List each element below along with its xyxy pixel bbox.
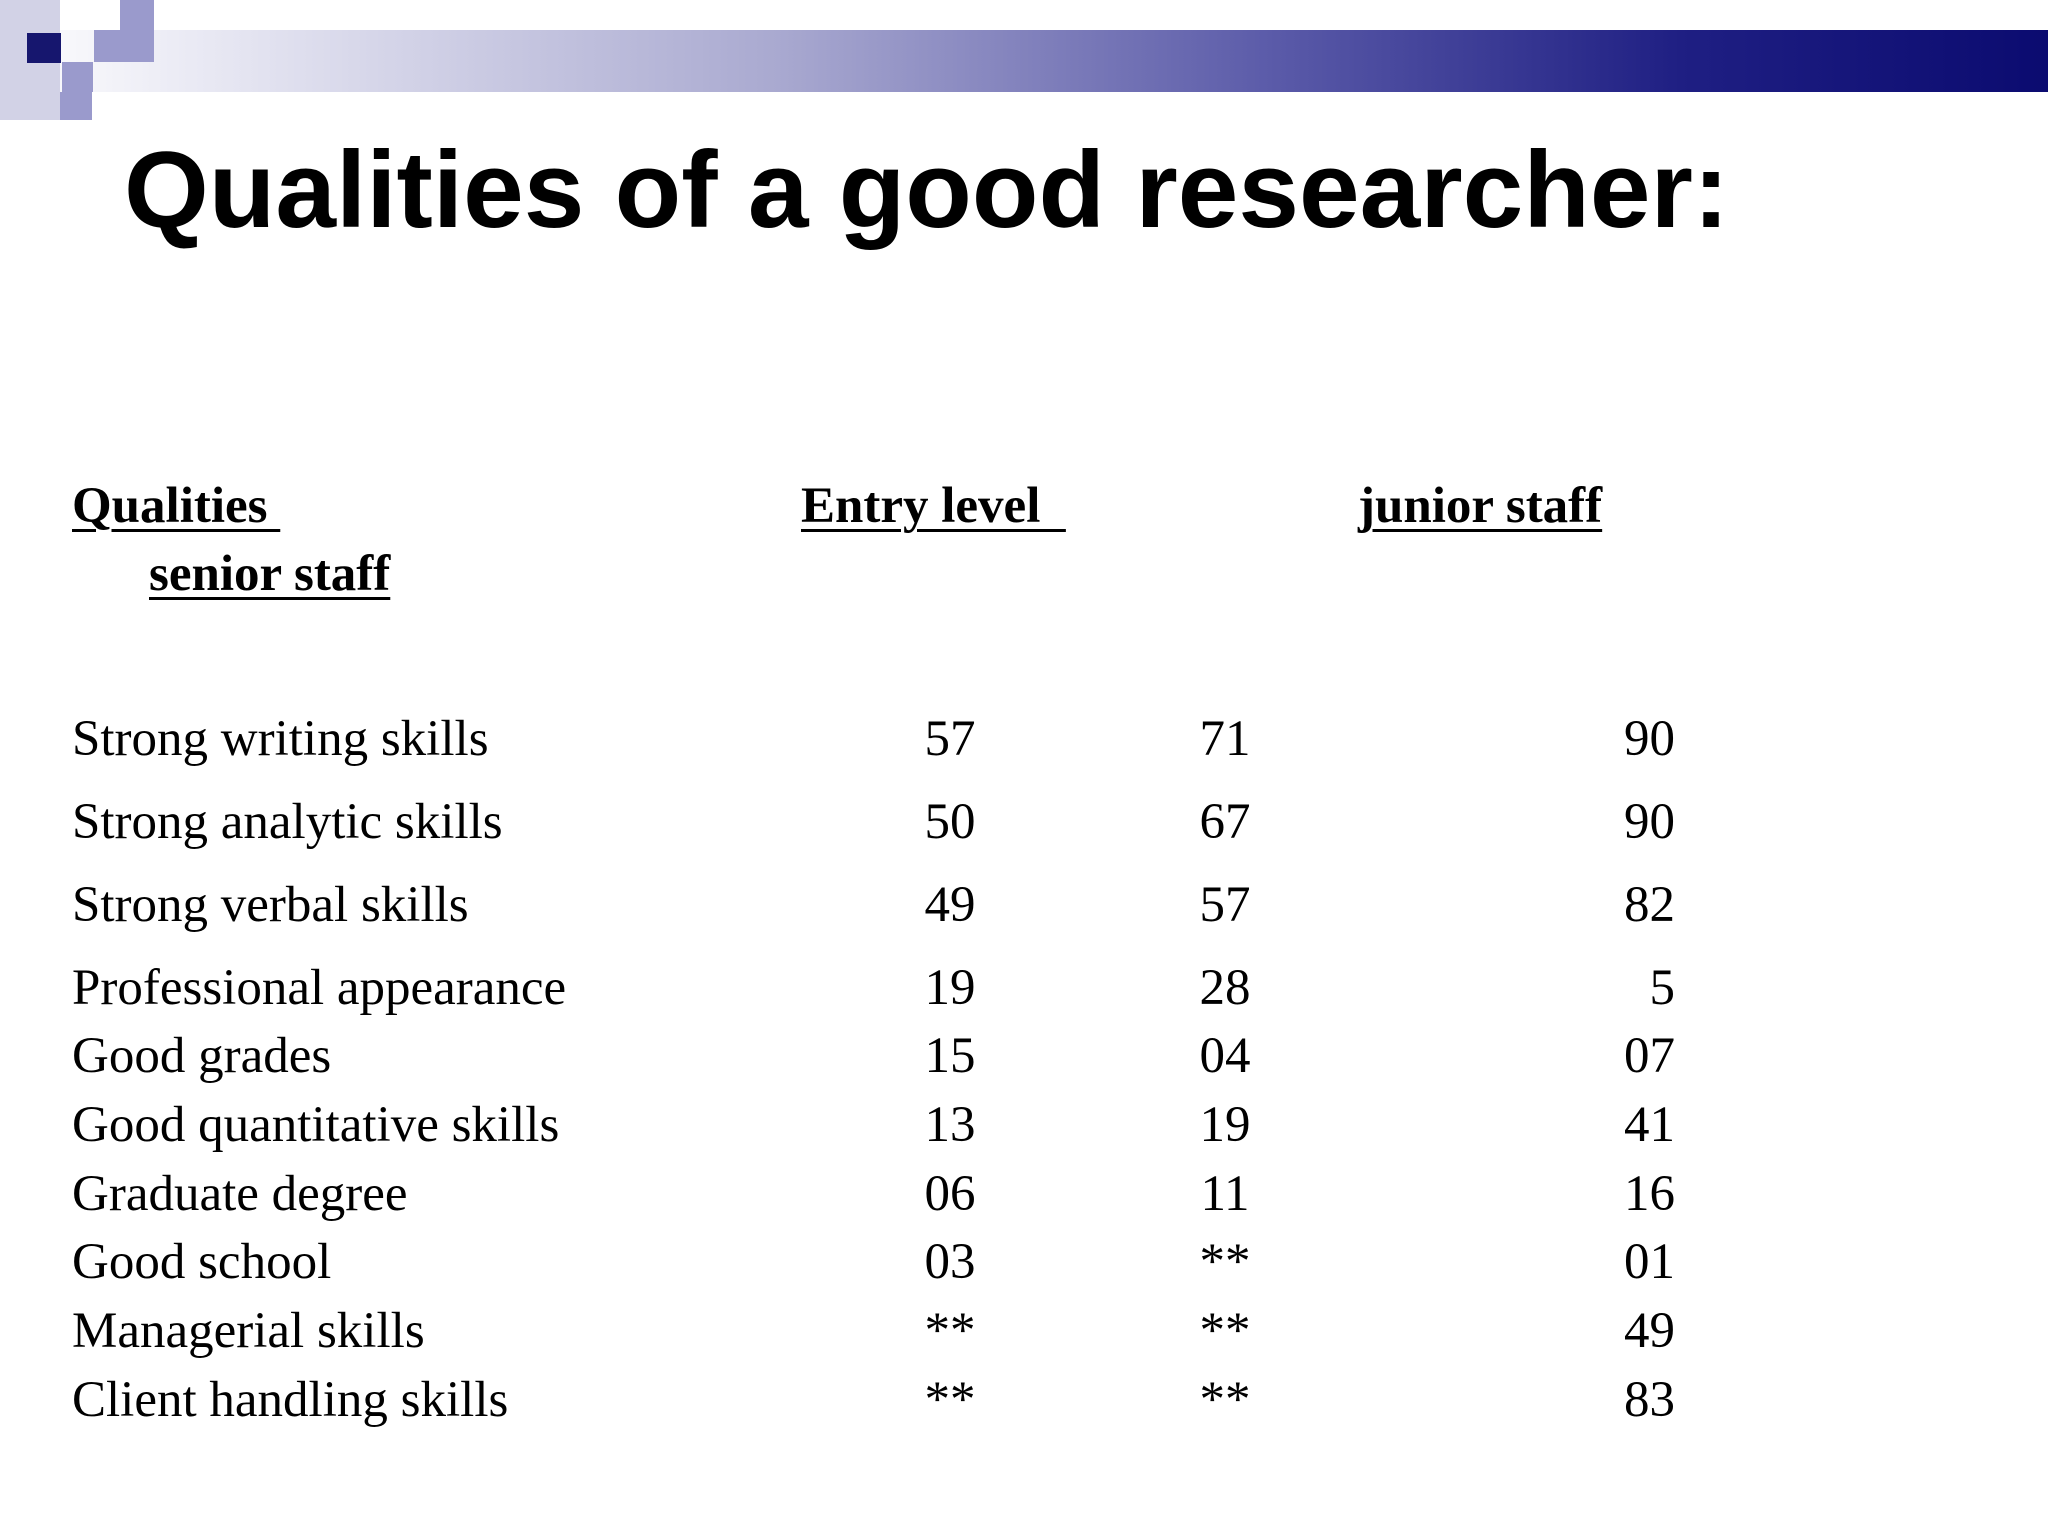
senior-value: 49	[1624, 1303, 1675, 1359]
table-row: Professional appearance 19 28 5	[0, 963, 2048, 1025]
senior-value: 41	[1624, 1097, 1675, 1153]
row-label: Good school	[72, 1234, 332, 1290]
logo-square-light	[120, 0, 154, 30]
entry-value: 15	[924, 1028, 976, 1084]
senior-value: 5	[1649, 960, 1676, 1016]
table-row: Good school 03 ** 01	[0, 1237, 2048, 1299]
junior-value: 04	[1199, 1028, 1251, 1084]
row-label: Strong verbal skills	[72, 877, 469, 933]
table-row: Strong analytic skills 50 67 90	[0, 797, 2048, 859]
senior-value: 82	[1624, 877, 1675, 933]
header-gradient-banner	[0, 30, 2048, 92]
junior-value: 67	[1199, 794, 1251, 850]
senior-value: 83	[1624, 1372, 1675, 1428]
row-label: Graduate degree	[72, 1166, 408, 1222]
junior-value: 28	[1199, 960, 1251, 1016]
row-label: Good grades	[72, 1028, 332, 1084]
entry-value: 06	[924, 1166, 976, 1222]
entry-value: 13	[924, 1097, 976, 1153]
row-label: Managerial skills	[72, 1303, 425, 1359]
junior-value: **	[1199, 1303, 1251, 1359]
table-row: Managerial skills ** ** 49	[0, 1306, 2048, 1368]
entry-value: 03	[924, 1234, 976, 1290]
senior-value: 16	[1624, 1166, 1675, 1222]
header-senior-staff: senior staff	[149, 546, 391, 602]
logo-square-light	[62, 62, 93, 92]
table-row: Strong verbal skills 49 57 82	[0, 880, 2048, 942]
entry-value: 50	[924, 794, 976, 850]
senior-value: 90	[1624, 794, 1675, 850]
logo-square-light	[94, 30, 154, 62]
row-label: Strong analytic skills	[72, 794, 503, 850]
entry-value: 49	[924, 877, 976, 933]
entry-value: 57	[924, 711, 976, 767]
junior-value: **	[1199, 1234, 1251, 1290]
junior-value: 11	[1200, 1166, 1250, 1222]
table-row: Client handling skills ** ** 83	[0, 1375, 2048, 1437]
header-qualities: Qualities	[72, 478, 281, 534]
logo-square-light	[60, 92, 92, 120]
senior-value: 01	[1624, 1234, 1675, 1290]
logo-square-dark	[27, 33, 61, 63]
entry-value: **	[924, 1303, 976, 1359]
table-row: Good grades 15 04 07	[0, 1031, 2048, 1093]
junior-value: 19	[1199, 1097, 1251, 1153]
junior-value: **	[1199, 1372, 1251, 1428]
junior-value: 57	[1199, 877, 1251, 933]
senior-value: 07	[1624, 1028, 1675, 1084]
row-label: Professional appearance	[72, 960, 567, 1016]
row-label: Good quantitative skills	[72, 1097, 560, 1153]
entry-value: **	[924, 1372, 976, 1428]
row-label: Strong writing skills	[72, 711, 489, 767]
table-row: Strong writing skills 57 71 90	[0, 714, 2048, 776]
table-row: Graduate degree 06 11 16	[0, 1169, 2048, 1231]
slide-title: Qualities of a good researcher:	[124, 129, 1730, 251]
junior-value: 71	[1199, 711, 1251, 767]
header-entry-level: Entry level	[801, 478, 1066, 534]
logo-square-white	[62, 0, 94, 30]
row-label: Client handling skills	[72, 1372, 509, 1428]
entry-value: 19	[924, 960, 976, 1016]
header-junior-staff: junior staff	[1358, 478, 1603, 534]
senior-value: 90	[1624, 711, 1675, 767]
table-row: Good quantitative skills 13 19 41	[0, 1100, 2048, 1162]
